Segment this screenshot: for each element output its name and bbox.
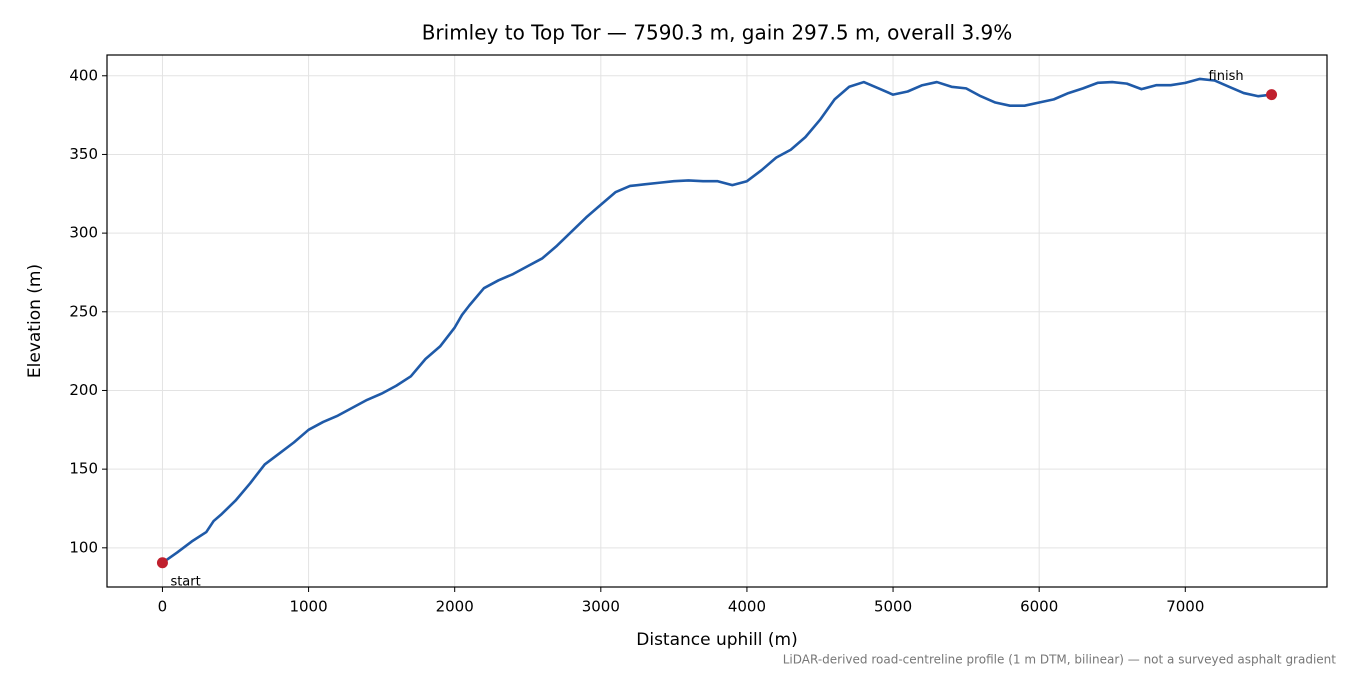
footnote: LiDAR-derived road-centreline profile (1…	[783, 653, 1337, 667]
y-tick-label: 350	[69, 145, 98, 163]
annotation: start	[170, 574, 200, 589]
y-tick-label: 100	[69, 538, 98, 556]
y-axis-label: Elevation (m)	[25, 264, 45, 378]
chart-title: Brimley to Top Tor — 7590.3 m, gain 297.…	[422, 21, 1013, 45]
y-tick-label: 250	[69, 302, 98, 320]
x-tick-label: 2000	[436, 598, 474, 616]
elevation-line	[161, 77, 1272, 564]
annotation: finish	[1209, 69, 1244, 84]
plot-frame	[106, 54, 1328, 588]
x-tick-label: 4000	[728, 598, 766, 616]
y-tick-label: 150	[69, 460, 98, 478]
endpoint-marker	[156, 557, 168, 569]
y-tick-label: 200	[69, 381, 98, 399]
y-tick-label: 400	[69, 66, 98, 84]
x-tick-label: 7000	[1166, 598, 1204, 616]
x-axis-label: Distance uphill (m)	[636, 630, 797, 650]
y-tick-label: 300	[69, 224, 98, 242]
x-tick-label: 3000	[582, 598, 620, 616]
x-tick-label: 0	[158, 598, 168, 616]
x-tick-label: 6000	[1020, 598, 1058, 616]
endpoint-marker	[1266, 89, 1278, 101]
x-tick-label: 1000	[289, 598, 327, 616]
x-tick-label: 5000	[874, 598, 912, 616]
